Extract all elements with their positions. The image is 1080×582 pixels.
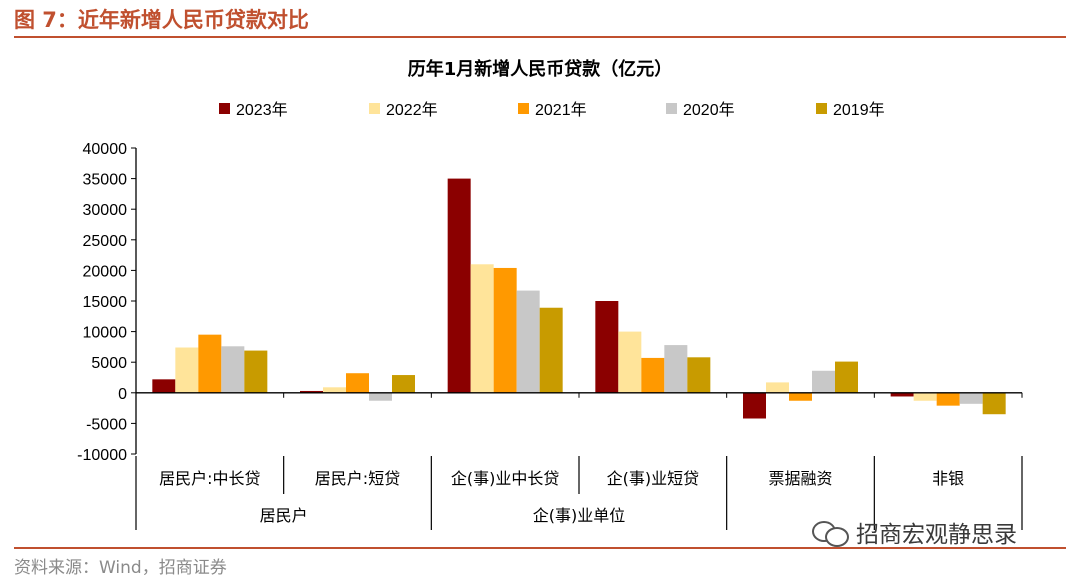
x-tick-label: 企(事)业短贷 <box>607 469 700 488</box>
legend-label: 2022年 <box>386 101 438 119</box>
x-tick-label: 居民户:中长贷 <box>159 469 260 488</box>
y-tick-label: 15000 <box>83 294 128 311</box>
bar-2019年-非银 <box>982 392 1006 415</box>
x-tick-label: 居民户:短贷 <box>315 469 400 488</box>
source-note: 资料来源：Wind，招商证券 <box>14 558 227 578</box>
y-axis: 40000 35000 30000 25000 20000 15000 10000 5000 0… <box>77 141 137 464</box>
bar-2021年-非银 <box>936 392 960 406</box>
x-group-label: 居民户 <box>260 506 308 525</box>
y-tick-label: -5000 <box>86 416 127 433</box>
legend-label: 2019年 <box>833 101 885 119</box>
legend-label: 2021年 <box>535 101 587 119</box>
legend-swatch-2023年 <box>219 103 230 114</box>
bar-2020年-票据融资 <box>812 370 835 393</box>
bar-2023年-企(事)业中长贷 <box>447 178 471 393</box>
bar-2022年-居民户:中长贷 <box>175 347 199 393</box>
watermark: 招商宏观静思录 <box>812 515 1017 549</box>
bar-2019年-企(事)业中长贷 <box>539 307 563 393</box>
x-tick-label: 票据融资 <box>768 469 832 488</box>
bar-2023年-非银 <box>890 392 914 397</box>
legend-swatch-2020年 <box>666 103 677 114</box>
wechat-icon <box>812 519 850 547</box>
y-tick-label: -10000 <box>77 447 127 464</box>
bar-2023年-居民户:短贷 <box>300 390 323 393</box>
bar-2022年-非银 <box>913 392 937 401</box>
y-tick-label: 10000 <box>83 325 128 342</box>
bar-2022年-票据融资 <box>766 382 789 393</box>
watermark-text: 招商宏观静思录 <box>856 522 1017 548</box>
bar-2021年-居民户:短贷 <box>346 373 369 393</box>
bar-2023年-票据融资 <box>743 392 766 419</box>
bar-2021年-企(事)业中长贷 <box>493 267 517 393</box>
bar-2020年-非银 <box>959 392 983 404</box>
y-tick-label: 20000 <box>83 263 128 280</box>
y-tick-label: 30000 <box>83 202 128 219</box>
x-tick-label: 企(事)业中长贷 <box>451 469 560 488</box>
bar-2023年-居民户:中长贷 <box>152 379 176 393</box>
bar-2019年-企(事)业短贷 <box>687 357 711 393</box>
bar-2022年-居民户:短贷 <box>323 387 346 393</box>
legend: 2023年 2022年 2021年 2020年 2019年 <box>219 101 885 119</box>
legend-label: 2020年 <box>683 101 735 119</box>
legend-swatch-2019年 <box>816 103 827 114</box>
y-tick-label: 5000 <box>91 355 127 372</box>
y-tick-label: 25000 <box>83 233 128 250</box>
top-rule <box>14 36 1066 38</box>
bars <box>152 178 1006 419</box>
legend-swatch-2021年 <box>518 103 529 114</box>
bar-2020年-居民户:短贷 <box>369 392 392 401</box>
y-tick-label: 40000 <box>83 141 128 158</box>
bar-2022年-企(事)业短贷 <box>618 331 642 393</box>
legend-swatch-2022年 <box>369 103 380 114</box>
bar-2019年-居民户:中长贷 <box>244 350 268 393</box>
bar-2019年-票据融资 <box>835 361 858 393</box>
bar-2021年-企(事)业短贷 <box>641 357 665 393</box>
bar-2021年-居民户:中长贷 <box>198 334 222 393</box>
bar-2020年-企(事)业中长贷 <box>516 290 540 393</box>
x-group-label: 企(事)业单位 <box>533 506 626 525</box>
x-tick-label: 非银 <box>932 469 964 488</box>
bar-2021年-票据融资 <box>789 392 812 401</box>
y-tick-label: 35000 <box>83 172 128 189</box>
legend-label: 2023年 <box>236 101 288 119</box>
bar-2019年-居民户:短贷 <box>392 375 415 393</box>
chart-title: 历年1月新增人民币贷款（亿元） <box>408 58 673 80</box>
figure-label: 图 7：近年新增人民币贷款对比 <box>14 8 309 32</box>
bottom-rule <box>14 547 1066 549</box>
bar-2020年-居民户:中长贷 <box>221 346 245 393</box>
bar-2023年-企(事)业短贷 <box>595 301 619 393</box>
y-tick-label: 0 <box>118 386 127 403</box>
bar-2022年-企(事)业中长贷 <box>470 264 494 393</box>
bar-2020年-企(事)业短贷 <box>664 345 688 393</box>
